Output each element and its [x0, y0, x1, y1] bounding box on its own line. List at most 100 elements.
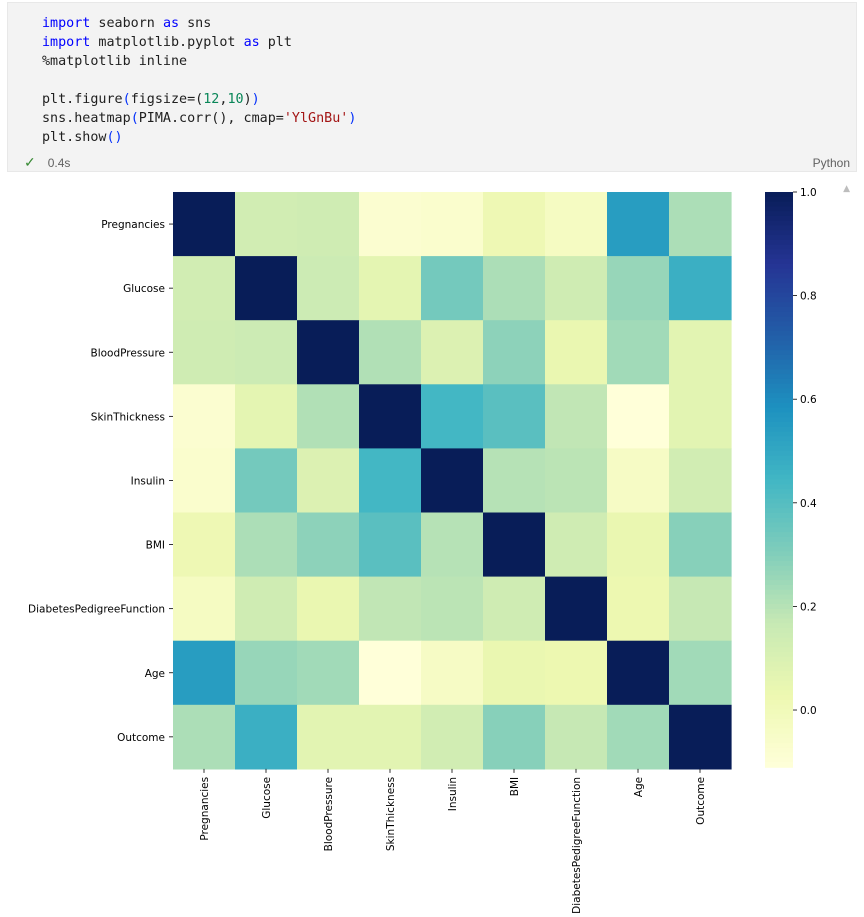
colorbar-segment — [765, 283, 793, 289]
x-tick-label: SkinThickness — [385, 777, 397, 851]
heatmap-cell — [359, 448, 422, 514]
heatmap-cell — [545, 512, 608, 578]
y-tick-label: BMI — [146, 540, 165, 552]
colorbar-segment — [765, 709, 793, 716]
heatmap-cell — [545, 576, 608, 642]
code-token: plt.figure — [42, 92, 123, 107]
colorbar-segment — [765, 632, 793, 639]
heatmap-cell — [297, 448, 360, 514]
heatmap-cell — [359, 576, 422, 642]
heatmap-cell — [669, 448, 732, 514]
x-tick-label: Glucose — [261, 777, 273, 819]
heatmap-cell — [173, 256, 236, 321]
heatmap-cell — [359, 512, 422, 578]
success-check-icon: ✓ — [24, 154, 36, 170]
colorbar-segment — [765, 743, 793, 749]
colorbar-segment — [765, 321, 793, 327]
colorbar-segment — [765, 560, 793, 567]
code-token: ) — [243, 92, 252, 107]
heatmap-cell — [173, 384, 236, 449]
colorbar-segment — [765, 570, 793, 577]
heatmap-cell — [297, 256, 360, 321]
heatmap-cell — [173, 640, 236, 706]
code-cell[interactable]: import seaborn as sns import matplotlib.p… — [7, 2, 857, 172]
heatmap-cell — [483, 512, 546, 578]
code-token: 12 — [203, 92, 220, 107]
code-token: seaborn — [90, 16, 163, 31]
colorbar-tick-label: 0.4 — [800, 498, 817, 510]
code-token: ) — [251, 92, 260, 107]
code-line[interactable]: import seaborn as sns — [42, 14, 356, 33]
code-line[interactable] — [42, 71, 356, 90]
heatmap-cell — [297, 384, 360, 449]
colorbar-segment — [765, 455, 793, 462]
heatmap-cell — [297, 192, 360, 257]
colorbar-segment — [765, 436, 793, 442]
y-tick-label: Insulin — [131, 475, 165, 487]
colorbar-segment — [765, 652, 793, 658]
colorbar-segment — [765, 220, 793, 227]
colorbar-segment — [765, 302, 793, 308]
code-line[interactable]: %matplotlib inline — [42, 52, 356, 71]
code-line[interactable]: plt.figure(figsize=(12,10)) — [42, 90, 356, 109]
colorbar-tick-label: 0.6 — [800, 394, 817, 406]
colorbar-segment — [765, 206, 793, 212]
colorbar-segment — [765, 517, 793, 524]
colorbar-segment — [765, 666, 793, 672]
y-tick-label: Outcome — [117, 732, 165, 744]
x-tick-label: Pregnancies — [199, 777, 211, 841]
x-tick-label: Outcome — [695, 777, 707, 825]
colorbar-segment — [765, 537, 793, 543]
colorbar-segment — [765, 493, 793, 500]
heatmap-cell — [483, 576, 546, 642]
x-tick-label: DiabetesPedigreeFunction — [571, 777, 583, 913]
language-label[interactable]: Python — [812, 156, 850, 170]
colorbar-segment — [765, 618, 793, 625]
code-token: sns — [179, 16, 212, 31]
heatmap-cell — [297, 576, 360, 642]
x-tick-label: Age — [633, 777, 645, 797]
colorbar-segment — [765, 685, 793, 692]
code-line[interactable]: sns.heatmap(PIMA.corr(), cmap='YlGnBu') — [42, 109, 356, 128]
x-tick-label: Insulin — [447, 777, 459, 811]
code-line[interactable]: plt.show() — [42, 128, 356, 147]
colorbar-segment — [765, 402, 793, 409]
colorbar-segment — [765, 551, 793, 557]
code-token: ) — [348, 111, 357, 126]
colorbar-segment — [765, 661, 793, 668]
colorbar-segment — [765, 508, 793, 514]
colorbar-segment — [765, 287, 793, 294]
code-line[interactable]: import matplotlib.pyplot as plt — [42, 33, 356, 52]
colorbar-segment — [765, 383, 793, 390]
colorbar-segment — [765, 201, 793, 208]
colorbar-segment — [765, 374, 793, 380]
heatmap-cell — [483, 192, 546, 257]
heatmap-cell — [421, 640, 484, 706]
heatmap-cell — [545, 256, 608, 321]
execution-time: 0.4s — [47, 156, 71, 170]
colorbar-segment — [765, 431, 793, 438]
scroll-up-arrow-icon[interactable]: ▲ — [843, 184, 850, 194]
y-tick-label: Pregnancies — [101, 219, 165, 231]
colorbar-segment — [765, 254, 793, 260]
code-token: figsize=( — [130, 92, 204, 107]
colorbar-segment — [765, 340, 793, 347]
heatmap-cell — [235, 384, 298, 449]
colorbar-segment — [765, 484, 793, 490]
y-tick-label: BloodPressure — [91, 347, 165, 359]
colorbar-segment — [765, 422, 793, 428]
colorbar-segment — [765, 752, 793, 759]
heatmap-cell — [545, 448, 608, 514]
colorbar-segment — [765, 316, 793, 323]
colorbar-segment — [765, 359, 793, 366]
colorbar-segment — [765, 335, 793, 342]
code-editor[interactable]: import seaborn as sns import matplotlib.p… — [42, 14, 356, 147]
heatmap-cell — [483, 384, 546, 449]
code-token: ( — [130, 111, 139, 126]
colorbar-segment — [765, 503, 793, 510]
colorbar-segment — [765, 407, 793, 414]
heatmap-cell — [669, 640, 732, 706]
colorbar-segment — [765, 594, 793, 601]
heatmap-cell — [421, 448, 484, 514]
colorbar-segment — [765, 704, 793, 711]
